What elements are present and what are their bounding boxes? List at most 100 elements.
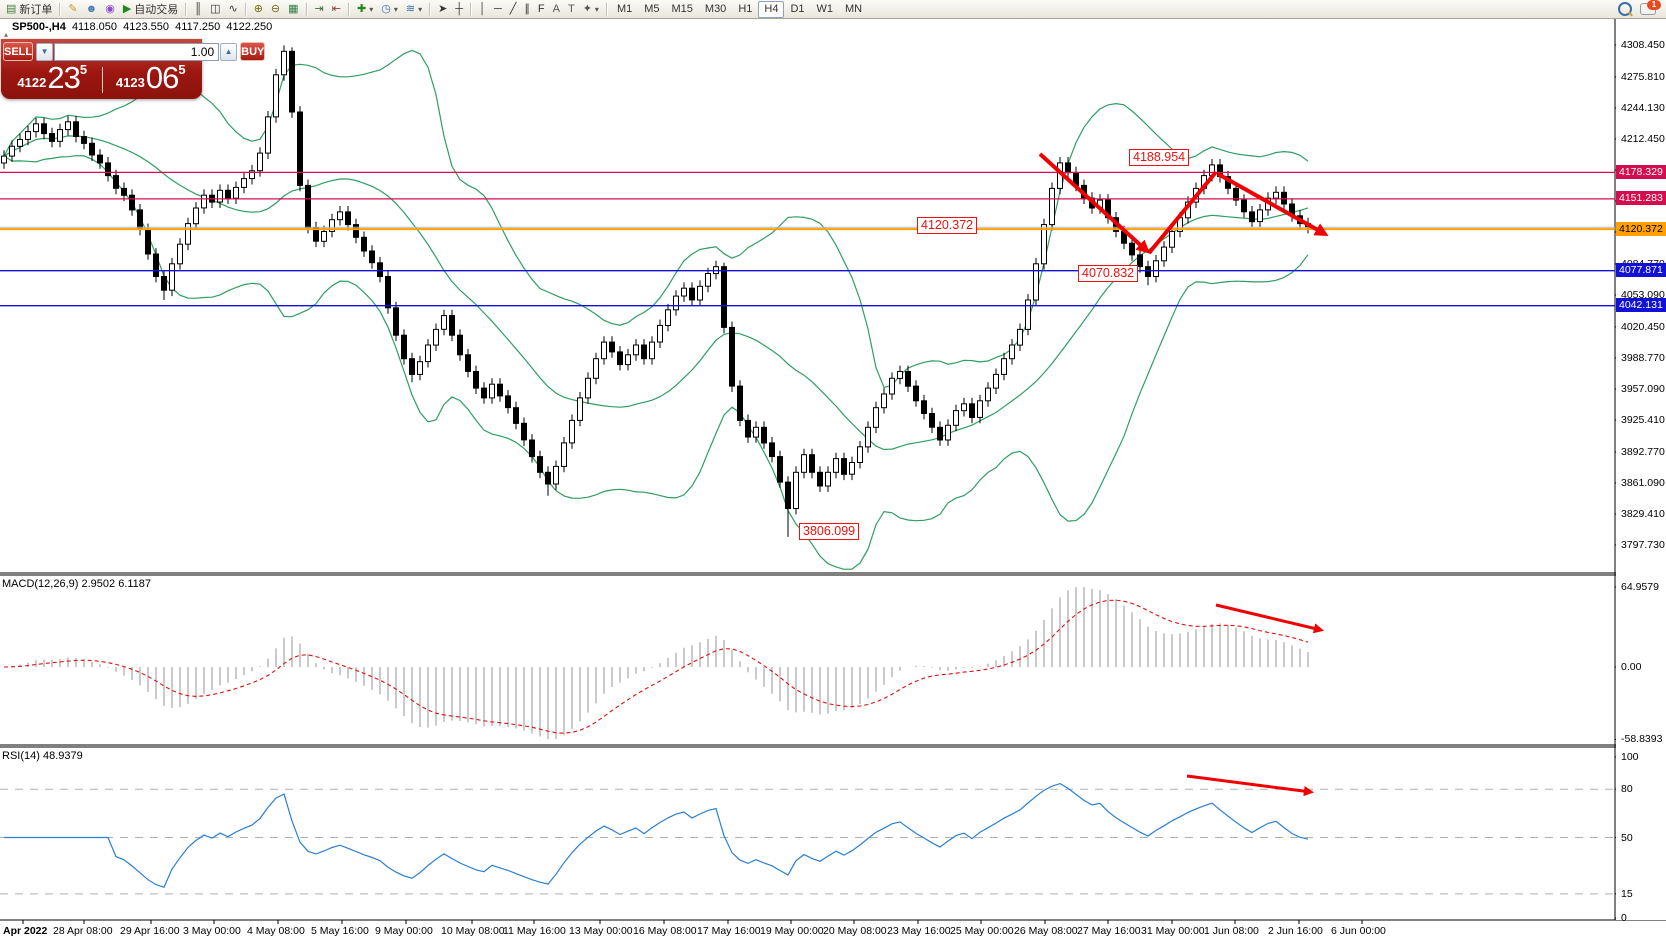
signals-button[interactable]: ◉ — [101, 1, 119, 18]
ohlc-open: 4118.050 — [71, 21, 118, 33]
time-axis-label: 20 May 08:00 — [823, 925, 887, 937]
timeframe-m15-button[interactable]: M15 — [671, 2, 693, 15]
candle-body — [481, 387, 487, 399]
chat-icon[interactable]: 1 — [1640, 0, 1661, 15]
bar-chart-button[interactable]: ║ — [190, 1, 206, 18]
timeframe-m5-button[interactable]: M5 — [644, 2, 660, 15]
candle-body — [633, 344, 639, 356]
rsi-tick-label: 50 — [1621, 831, 1633, 844]
candle-body — [817, 471, 823, 487]
annotation-arrows — [1038, 152, 1329, 797]
price-line-flag: 4120.372 — [1616, 221, 1666, 236]
zoom-in-button[interactable]: ⊕ — [250, 1, 267, 18]
channel-icon: ∥ — [524, 3, 530, 15]
profile-button[interactable]: ☻ — [82, 1, 102, 18]
sell-price[interactable]: 4122 23 5 — [3, 62, 102, 95]
zoom-out-button[interactable]: ⊖ — [267, 1, 284, 18]
vline-button[interactable]: │ — [475, 1, 490, 18]
candle-body — [169, 263, 175, 291]
autotrading-button-label: 自动交易 — [134, 4, 179, 16]
rsi-indicator — [0, 782, 1615, 895]
candle-body — [1169, 231, 1175, 248]
candle-body — [433, 328, 439, 346]
price-annotation[interactable]: 4070.832 — [1078, 265, 1139, 282]
timeframe-d1-button[interactable]: D1 — [790, 2, 805, 15]
candle-body — [1, 155, 7, 164]
trendline-button[interactable]: ╱ — [506, 1, 521, 18]
candle-body — [33, 123, 39, 133]
sell-price-point: 5 — [79, 62, 88, 77]
buy-price-major: 4123 — [115, 75, 145, 90]
candle-body — [417, 361, 423, 375]
candle-body — [385, 276, 391, 309]
volume-down-button[interactable]: ▼ — [36, 42, 54, 61]
text-button[interactable]: A — [549, 1, 564, 18]
time-axis-label: 1 Jun 08:00 — [1204, 925, 1259, 937]
candle-body — [521, 422, 527, 441]
add-chart-icon: ✚ — [356, 3, 367, 15]
rsi-name: RSI(14) — [2, 750, 40, 762]
buy-price[interactable]: 4123 06 5 — [102, 62, 201, 95]
channel-button[interactable]: ∥ — [520, 1, 534, 18]
autotrading-button[interactable]: ▶ 自动交易 — [119, 1, 182, 18]
fibonacci-button[interactable]: F — [534, 1, 549, 18]
rsi-tick-label: 0 — [1621, 912, 1627, 924]
volume-up-button[interactable]: ▲ — [220, 42, 238, 61]
profiles-button[interactable]: ◷ ▾ — [377, 1, 402, 18]
timeframe-m1-button[interactable]: M1 — [616, 2, 633, 15]
candle-body — [273, 74, 279, 118]
indicators-button[interactable]: ≋ ▾ — [402, 1, 426, 18]
tile-windows-button[interactable]: ▦ — [284, 1, 302, 18]
timeframe-mn-button[interactable]: MN — [845, 2, 863, 15]
time-axis-label: 5 May 16:00 — [311, 925, 369, 937]
price-tick-label: 3829.410 — [1621, 507, 1665, 520]
candle-body — [721, 266, 727, 328]
ohlc-close: 4122.250 — [226, 21, 273, 33]
marker-button[interactable]: ✎ — [64, 1, 81, 18]
price-tick-label: 4244.130 — [1621, 101, 1665, 114]
timeframe-h1-button[interactable]: H1 — [738, 2, 753, 15]
auto-scroll-button[interactable]: ⇥ — [311, 1, 328, 18]
oneclick-collapse-icon[interactable]: ▴ — [4, 30, 9, 39]
buy-button[interactable]: BUY — [240, 42, 266, 61]
timeframe-w1-button[interactable]: W1 — [816, 2, 834, 15]
cursor-button[interactable]: ➤ — [434, 1, 451, 18]
macd-indicator-label: MACD(12,26,9) 2.9502 6.1187 — [2, 578, 151, 590]
candle-body — [673, 295, 679, 311]
time-axis-label: 9 May 00:00 — [375, 925, 433, 937]
shapes-button[interactable]: ✦ ▾ — [579, 1, 603, 18]
time-axis-label: 28 Apr 08:00 — [53, 925, 113, 937]
price-annotation[interactable]: 4120.372 — [917, 217, 978, 234]
sell-button[interactable]: SELL — [3, 42, 34, 61]
new-order-button[interactable]: ▤ 新订单 — [2, 1, 56, 18]
time-axis-label: 27 May 16:00 — [1077, 925, 1141, 937]
new-chart-button[interactable]: ✚ ▾ — [353, 1, 377, 18]
label-button[interactable]: T — [564, 1, 579, 18]
crosshair-button[interactable]: ┼ — [451, 1, 467, 18]
candle-body — [665, 309, 671, 326]
timeframe-m30-button[interactable]: M30 — [704, 2, 727, 15]
price-annotation[interactable]: 4188.954 — [1129, 149, 1190, 166]
candle-body — [289, 50, 295, 113]
candle-body — [977, 400, 983, 418]
candle-body — [881, 393, 887, 409]
candle-body — [545, 471, 551, 485]
time-axis-label: 16 May 08:00 — [633, 925, 697, 937]
candlestick-button[interactable]: ◫ — [206, 1, 224, 18]
candlestick-icon: ◫ — [210, 3, 221, 15]
line-chart-button[interactable]: ∿ — [224, 1, 241, 18]
timeframe-h4-button[interactable]: H4 — [758, 0, 785, 18]
volume-input[interactable] — [54, 42, 220, 61]
hline-button[interactable]: ─ — [490, 1, 506, 18]
candle-body — [265, 116, 271, 154]
candle-body — [161, 276, 167, 291]
hline-icon: ─ — [493, 3, 502, 15]
chart-shift-button[interactable]: ⇤ — [328, 1, 345, 18]
cursor-icon: ➤ — [438, 3, 448, 15]
crosshair-icon: ┼ — [455, 3, 464, 15]
price-annotation[interactable]: 3806.099 — [799, 523, 860, 540]
candle-body — [785, 481, 791, 510]
search-icon[interactable] — [1618, 2, 1632, 16]
autotrading-icon: ▶ — [122, 3, 132, 15]
